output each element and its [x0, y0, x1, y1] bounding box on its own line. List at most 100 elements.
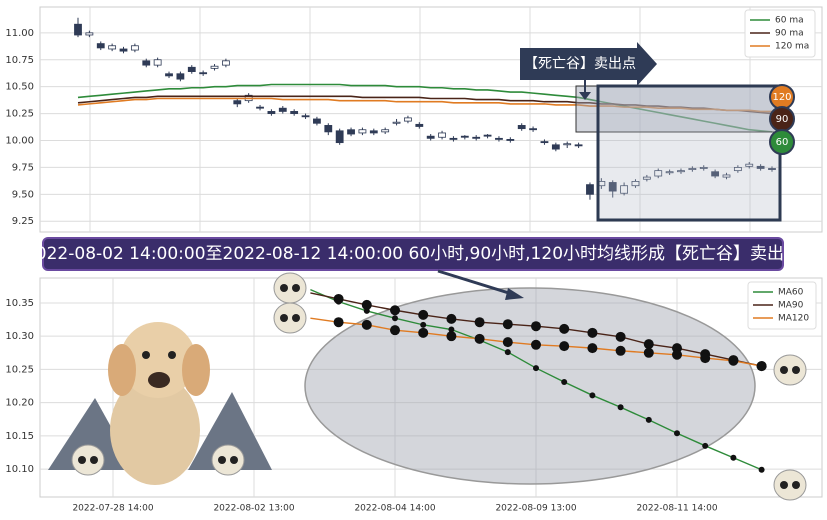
y-tick-label: 10.20: [5, 398, 34, 409]
y-tick-label: 10.50: [5, 82, 34, 93]
legend-label: 120 ma: [775, 42, 809, 52]
y-tick-label: 10.25: [5, 109, 34, 120]
highlight-ellipse: [304, 287, 756, 485]
y-tick-label: 10.75: [5, 55, 34, 66]
point: [390, 305, 400, 316]
candle-body: [313, 118, 321, 124]
point: [700, 353, 711, 364]
legend-label: 60 ma: [775, 16, 804, 26]
point: [361, 299, 372, 310]
ma-line: [77, 83, 773, 133]
skull-eye: [90, 456, 98, 464]
candle-body: [631, 181, 640, 187]
point: [333, 317, 344, 328]
point: [615, 331, 626, 342]
point: [645, 416, 652, 423]
skull-eye: [230, 456, 238, 464]
candle-body: [642, 176, 651, 180]
candle-body: [654, 170, 663, 177]
candle-body: [529, 128, 537, 131]
candle-body: [711, 171, 720, 177]
y-tick-label: 10.35: [5, 298, 34, 309]
point: [643, 339, 654, 350]
candle-body: [574, 144, 583, 147]
point: [448, 326, 455, 333]
candle-body: [210, 65, 219, 69]
ma-line: [77, 95, 773, 115]
signal-label: 【死亡谷】卖出点: [524, 56, 636, 72]
dog-head: [120, 322, 196, 398]
point: [502, 337, 513, 348]
banner-arrow: [437, 269, 513, 296]
candle-body: [369, 130, 378, 134]
legend-label: MA90: [778, 301, 804, 311]
y-tick-label: 9.75: [12, 162, 34, 173]
point: [361, 319, 372, 330]
candle-body: [74, 23, 82, 36]
point: [333, 293, 344, 304]
dog-ear: [182, 344, 210, 396]
end-marker-label: 120: [772, 92, 791, 103]
skull: [211, 444, 245, 476]
candle-body: [96, 43, 105, 49]
point: [674, 430, 680, 437]
candle-body: [199, 72, 208, 75]
signal-pointer-head: [579, 92, 591, 100]
end-marker-label: 60: [776, 137, 789, 148]
banner-arrow-head: [505, 288, 524, 300]
dog-mouth: [148, 372, 170, 388]
candle-body: [347, 129, 355, 135]
candle-body: [563, 143, 572, 146]
dog-body: [110, 375, 200, 485]
legend-label: MA60: [778, 288, 804, 298]
candle-body: [142, 60, 151, 66]
dog-ear: [108, 344, 136, 396]
candle-body: [460, 135, 469, 138]
point: [446, 313, 457, 324]
candle-body: [517, 125, 526, 130]
point: [672, 349, 682, 360]
skull-eye: [792, 366, 800, 374]
point: [702, 442, 709, 449]
y-tick-label: 11.00: [5, 28, 34, 39]
candle-body: [688, 168, 697, 170]
candle-body: [665, 171, 674, 174]
point: [390, 325, 400, 336]
candle-body: [699, 167, 708, 169]
candle-body: [677, 170, 685, 173]
skull: [773, 354, 807, 386]
candle-body: [438, 132, 446, 138]
point: [643, 347, 654, 358]
candle-body: [324, 125, 333, 133]
skull-eye: [218, 456, 226, 464]
candle-body: [153, 59, 162, 66]
candle-body: [290, 111, 299, 114]
end-marker: [769, 129, 795, 155]
point: [502, 319, 513, 330]
legend-label: 90 ma: [775, 29, 804, 39]
point: [418, 327, 429, 338]
point: [446, 331, 457, 342]
signal-arrow: [520, 42, 657, 86]
candle-body: [540, 141, 549, 144]
point: [531, 321, 541, 332]
candle-body: [301, 115, 310, 118]
skull-eye: [280, 314, 288, 322]
highlight-zone: [575, 85, 781, 133]
point: [589, 392, 596, 399]
skull: [773, 469, 807, 501]
point: [561, 379, 568, 386]
candle-body: [85, 32, 94, 36]
point: [730, 454, 737, 461]
point: [474, 317, 485, 328]
point: [533, 365, 539, 372]
candle-body: [187, 66, 196, 72]
y-tick-label: 10.10: [5, 464, 34, 475]
candle-body: [358, 129, 367, 134]
x-tick-label: 2022-07-28 14:00: [72, 504, 153, 514]
candle-body: [608, 182, 617, 192]
point: [617, 404, 624, 411]
candle-body: [551, 144, 560, 150]
banner-text: 2022-08-02 14:00:00至2022-08-12 14:00:00 …: [25, 244, 801, 264]
